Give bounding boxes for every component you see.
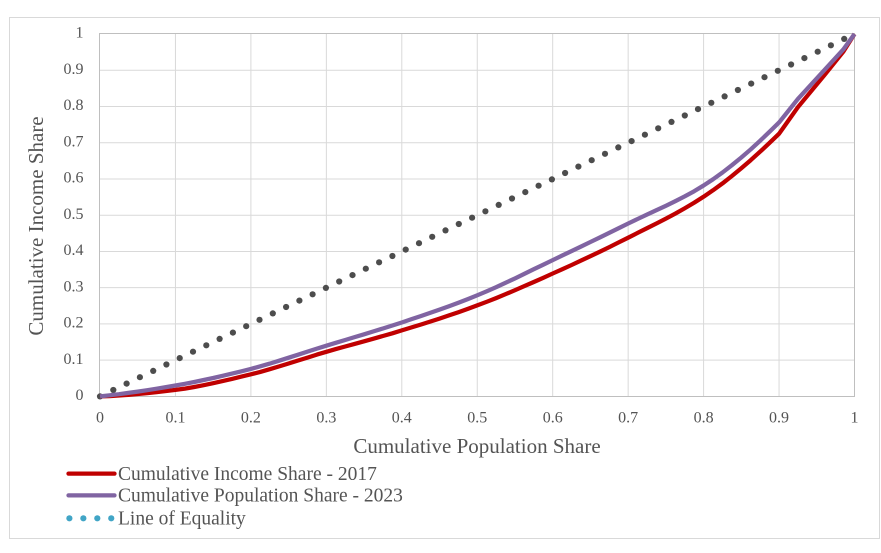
svg-text:0.4: 0.4 <box>392 409 412 426</box>
svg-text:0: 0 <box>96 409 104 426</box>
svg-text:0.3: 0.3 <box>316 409 336 426</box>
svg-text:0.9: 0.9 <box>769 409 789 426</box>
svg-text:0: 0 <box>76 387 84 404</box>
svg-text:0.2: 0.2 <box>64 315 84 332</box>
svg-text:1: 1 <box>76 25 84 42</box>
svg-text:0.5: 0.5 <box>64 206 84 223</box>
svg-text:Cumulative Population Share: Cumulative Population Share <box>353 434 600 458</box>
svg-text:0.1: 0.1 <box>165 409 185 426</box>
svg-text:0.4: 0.4 <box>64 242 84 259</box>
svg-text:0.9: 0.9 <box>64 61 84 78</box>
svg-text:0.8: 0.8 <box>64 97 84 114</box>
svg-text:1: 1 <box>851 409 859 426</box>
svg-text:Cumulative Income Share: Cumulative Income Share <box>24 116 48 335</box>
svg-text:0.8: 0.8 <box>694 409 714 426</box>
svg-text:0.7: 0.7 <box>64 133 84 150</box>
svg-text:0.6: 0.6 <box>64 170 84 187</box>
svg-text:0.7: 0.7 <box>618 409 638 426</box>
svg-text:0.3: 0.3 <box>64 278 84 295</box>
svg-text:Line of Equality: Line of Equality <box>118 509 246 530</box>
svg-text:0.6: 0.6 <box>543 409 563 426</box>
svg-text:Cumulative Income Share - 2017: Cumulative Income Share - 2017 <box>118 464 377 485</box>
svg-text:Cumulative Population Share -: Cumulative Population Share - 2023 <box>118 486 403 507</box>
svg-text:0.5: 0.5 <box>467 409 487 426</box>
svg-text:0.1: 0.1 <box>64 351 84 368</box>
svg-text:0.2: 0.2 <box>241 409 261 426</box>
